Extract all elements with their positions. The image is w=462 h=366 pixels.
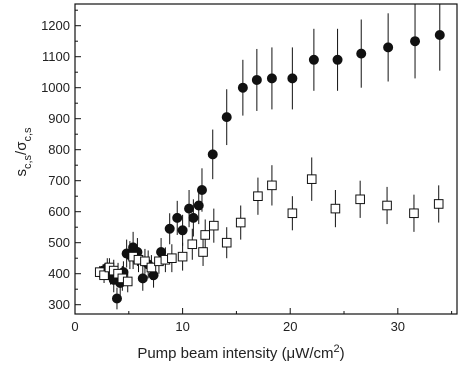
open-square-point (330, 203, 341, 214)
open-square-point (209, 220, 219, 231)
filled-circle-point (193, 200, 204, 211)
y-tick-label: 900 (48, 111, 70, 126)
open-square-point (140, 256, 150, 267)
filled-circle-point (287, 73, 298, 84)
filled-circle-point (308, 54, 319, 65)
x-tick-label: 10 (175, 319, 189, 334)
filled-circle-point (332, 54, 343, 65)
open-square-point (200, 230, 211, 240)
filled-circle-point (356, 48, 367, 59)
filled-circle-point (251, 74, 262, 85)
open-square-point (146, 262, 157, 273)
filled-circle-point (410, 36, 421, 47)
open-square-point (433, 199, 444, 209)
y-tick-label: 500 (48, 235, 70, 250)
axis-ticks (74, 9, 453, 314)
open-square-point (235, 217, 246, 228)
filled-circle-point (188, 212, 199, 223)
open-square-point (382, 200, 392, 211)
data-markers (94, 29, 445, 304)
x-axis-title: Pump beam intensity (μW/cm2) (137, 343, 344, 362)
filled-circle-point (266, 73, 277, 84)
y-tick-label: 1100 (42, 49, 70, 64)
filled-circle-point (383, 42, 394, 53)
open-square-point (177, 251, 188, 262)
filled-circle-point (164, 223, 175, 234)
y-tick-label: 600 (48, 204, 70, 219)
y-tick-label: 400 (48, 266, 70, 281)
filled-circle-point (111, 293, 122, 304)
filled-circle-point (137, 273, 148, 284)
filled-circle-point (172, 212, 183, 223)
open-square-point (355, 194, 365, 205)
y-tick-label: 800 (48, 142, 70, 157)
y-tick-label: 300 (48, 297, 70, 312)
open-square-point (122, 276, 133, 287)
y-tick-label: 700 (48, 173, 70, 188)
plot-frame (74, 3, 458, 315)
open-square-point (306, 174, 317, 184)
open-square-point (221, 237, 232, 248)
y-axis-title: sc,s/σc,s (13, 127, 34, 177)
x-tick-label: 30 (391, 319, 405, 334)
filled-circle-point (196, 184, 207, 195)
filled-circle-point (207, 149, 218, 160)
open-square-point (287, 208, 298, 219)
tick-labels: 0 10 20 30 300 400 500 600 700 800 900 1000 1100 1200 (41, 18, 405, 334)
open-square-point (187, 239, 198, 250)
filled-circle-point (221, 112, 232, 123)
y-tick-label: 1000 (41, 80, 70, 95)
open-square-point (99, 270, 109, 281)
open-square-point (267, 180, 277, 191)
y-tick-label: 1200 (41, 18, 70, 33)
open-square-point (198, 247, 208, 257)
filled-circle-point (177, 225, 188, 236)
filled-circle-point (237, 82, 248, 93)
open-square-point (253, 191, 263, 201)
open-square-point (167, 253, 177, 263)
open-square-point (409, 208, 419, 219)
x-tick-label: 0 (71, 319, 78, 334)
filled-circle-point (184, 203, 195, 214)
filled-circle-point (434, 29, 445, 40)
x-tick-label: 20 (283, 319, 297, 334)
